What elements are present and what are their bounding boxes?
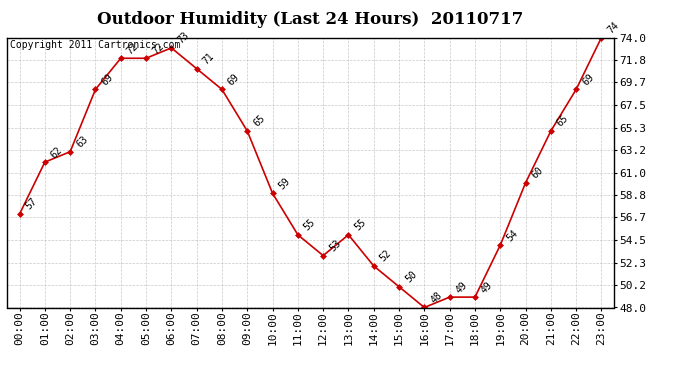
- Text: Outdoor Humidity (Last 24 Hours)  20110717: Outdoor Humidity (Last 24 Hours) 2011071…: [97, 11, 524, 28]
- Text: 59: 59: [277, 176, 292, 191]
- Text: 54: 54: [504, 228, 520, 243]
- Text: 50: 50: [403, 269, 419, 285]
- Text: 49: 49: [479, 280, 495, 295]
- Text: 71: 71: [201, 51, 216, 66]
- Text: 72: 72: [150, 41, 166, 56]
- Text: 72: 72: [125, 41, 140, 56]
- Text: 55: 55: [353, 217, 368, 232]
- Text: 57: 57: [23, 196, 39, 212]
- Text: 73: 73: [175, 30, 191, 46]
- Text: 65: 65: [555, 113, 571, 129]
- Text: 49: 49: [454, 280, 469, 295]
- Text: 62: 62: [49, 145, 64, 160]
- Text: 52: 52: [378, 248, 393, 264]
- Text: 69: 69: [99, 72, 115, 87]
- Text: 53: 53: [327, 238, 343, 254]
- Text: Copyright 2011 Cartronics.com: Copyright 2011 Cartronics.com: [10, 40, 180, 50]
- Text: 60: 60: [530, 165, 545, 181]
- Text: 48: 48: [428, 290, 444, 305]
- Text: 69: 69: [226, 72, 242, 87]
- Text: 55: 55: [302, 217, 317, 232]
- Text: 69: 69: [580, 72, 595, 87]
- Text: 65: 65: [251, 113, 267, 129]
- Text: 74: 74: [606, 20, 621, 35]
- Text: 63: 63: [75, 134, 90, 150]
